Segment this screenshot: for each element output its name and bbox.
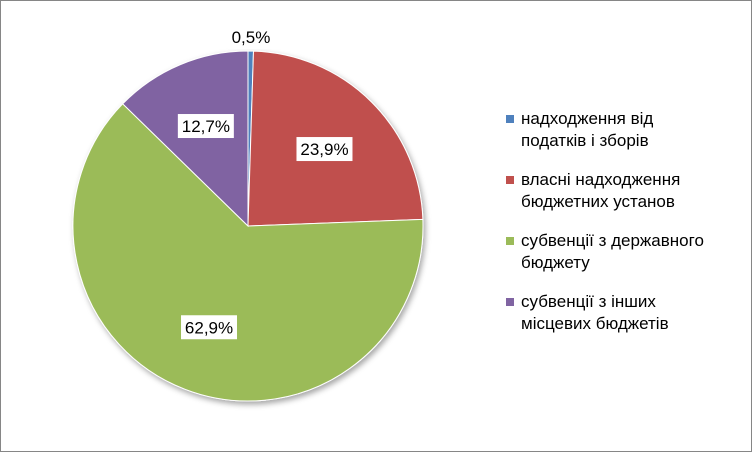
legend-label-taxes-line1: надходження від <box>521 109 654 128</box>
data-label-bg-state-subventions <box>181 315 238 340</box>
legend-item-own-revenue: власні надходження бюджетних установ <box>506 169 746 213</box>
legend-label-state-subventions-line2: бюджету <box>521 253 590 272</box>
legend-item-state-subventions: субвенції з державного бюджету <box>506 230 746 274</box>
data-label-own-revenue: 23,9% <box>300 140 348 159</box>
data-label-state-subventions: 62,9% <box>185 318 233 337</box>
legend: надходження від податків і зборів власні… <box>506 108 746 352</box>
legend-label-own-revenue-line2: бюджетних установ <box>521 192 675 211</box>
data-label-bg-taxes <box>227 25 275 50</box>
pie-slice-local-subventions <box>122 50 249 228</box>
data-label-bg-own-revenue <box>296 137 353 162</box>
legend-label-state-subventions-line1: субвенції з державного <box>521 231 704 250</box>
legend-item-local-subventions: субвенції з інших місцевих бюджетів <box>506 291 746 335</box>
data-label-taxes: 0,5% <box>232 28 271 47</box>
legend-label-own-revenue-line1: власні надходження <box>521 170 681 189</box>
legend-label-local-subventions-line1: субвенції з інших <box>521 292 656 311</box>
legend-swatch-taxes <box>506 115 514 123</box>
legend-label-taxes-line2: податків і зборів <box>521 131 649 150</box>
legend-swatch-state-subventions <box>506 237 514 245</box>
data-label-local-subventions: 12,7% <box>182 117 230 136</box>
data-label-bg-local-subventions <box>177 114 234 139</box>
pie-slice-state-subventions <box>72 103 424 402</box>
legend-swatch-local-subventions <box>506 298 514 306</box>
legend-swatch-own-revenue <box>506 176 514 184</box>
legend-label-local-subventions-line2: місцевих бюджетів <box>521 314 669 333</box>
legend-item-taxes: надходження від податків і зборів <box>506 108 746 152</box>
